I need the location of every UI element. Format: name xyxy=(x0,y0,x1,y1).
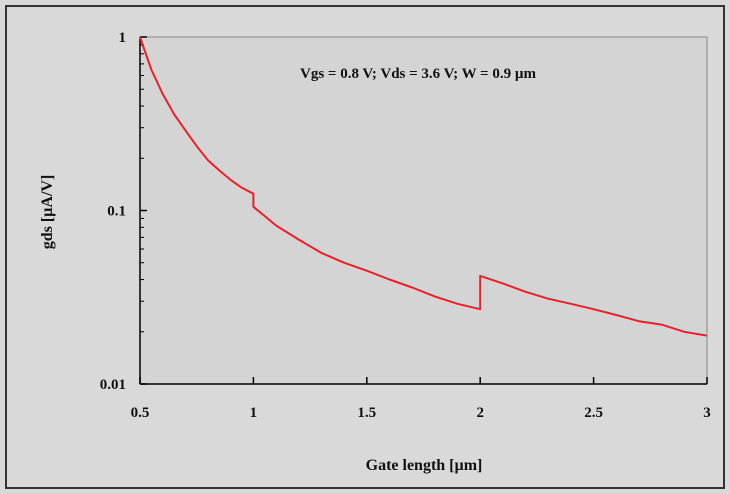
y-tick-label: 1 xyxy=(119,30,127,46)
x-tick-label: 2 xyxy=(476,405,484,421)
series-line-0 xyxy=(139,36,708,337)
x-tick-label: 1.5 xyxy=(357,405,376,421)
x-tick-label: 0.5 xyxy=(131,405,150,421)
x-tick-label: 2.5 xyxy=(584,405,603,421)
x-tick-label: 1 xyxy=(250,405,258,421)
x-axis-title: Gate length [µm] xyxy=(366,457,483,474)
tick-labels: 0.5 1 1.5 2 2.5 3 0.01 0.1 1 xyxy=(100,30,711,421)
axes xyxy=(139,36,708,385)
y-axis-title: gds [µA/V] xyxy=(39,175,56,250)
y-tick-label: 0.1 xyxy=(107,204,126,220)
series-group xyxy=(139,36,708,337)
chart-annotation: Vgs = 0.8 V; Vds = 3.6 V; W = 0.9 µm xyxy=(300,66,537,82)
plot-area xyxy=(139,36,708,385)
x-tick-label: 3 xyxy=(703,405,711,421)
y-tick-label: 0.01 xyxy=(100,377,126,393)
